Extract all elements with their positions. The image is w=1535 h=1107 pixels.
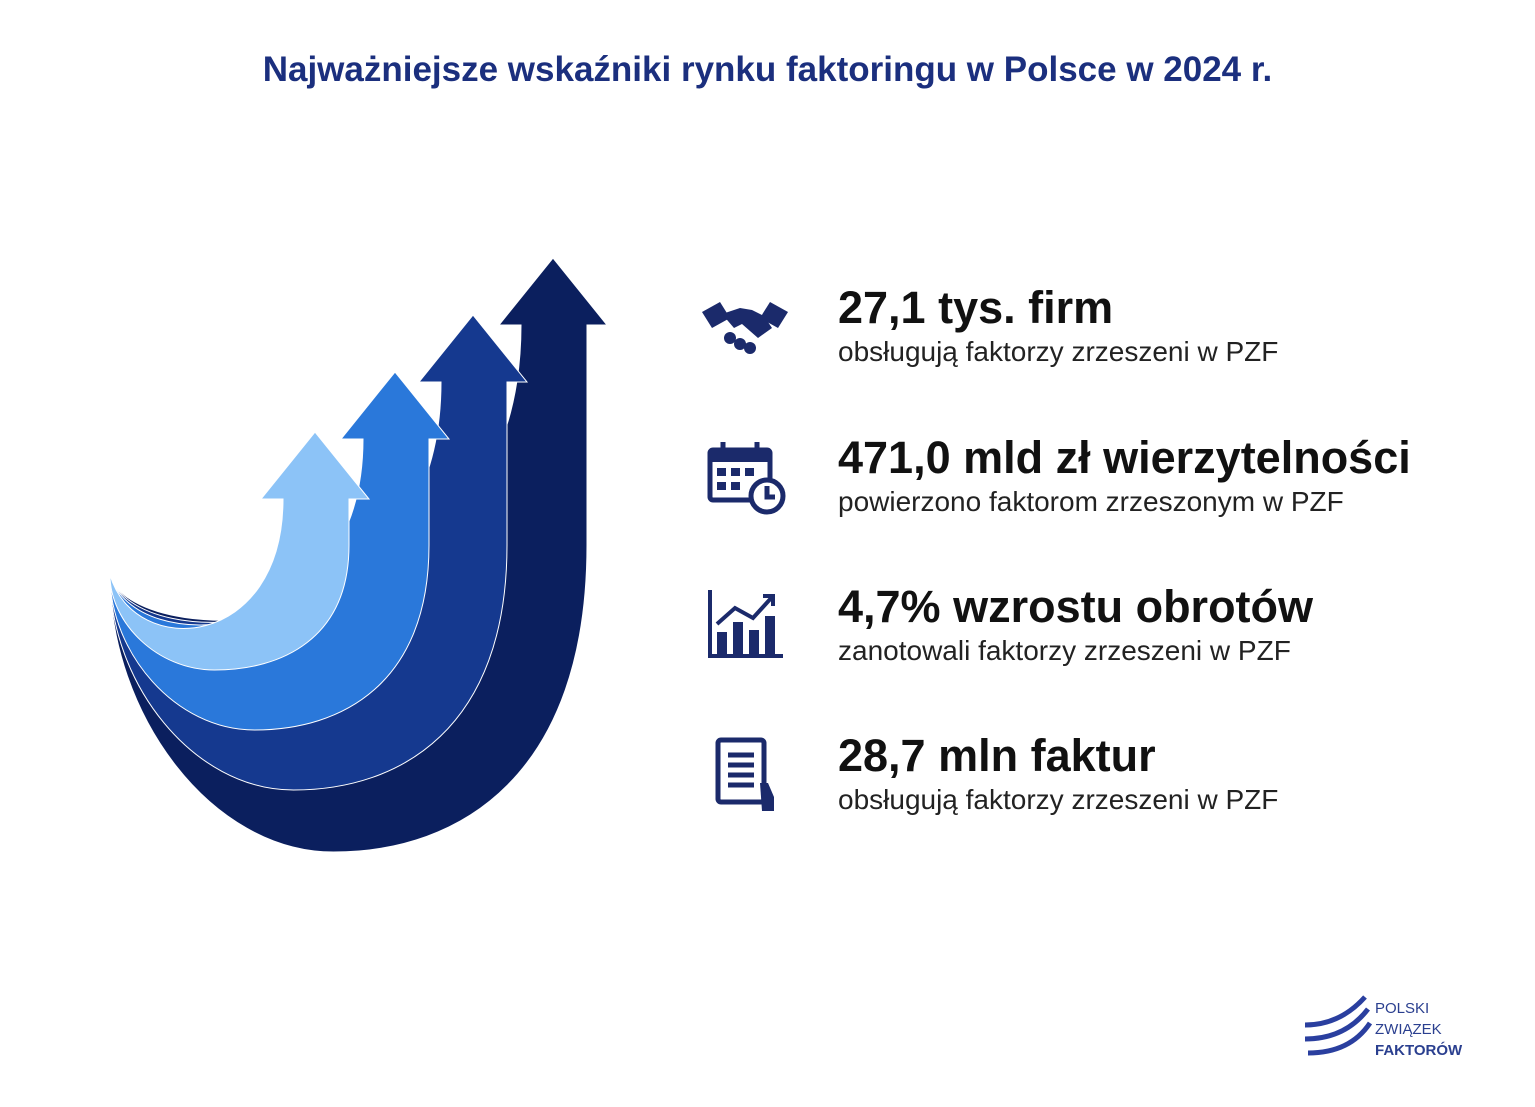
logo-line: ZWIĄZEK <box>1375 1021 1442 1038</box>
stat-description: zanotowali faktorzy zrzeszeni w PZF <box>838 635 1291 666</box>
stat-description: obsługują faktorzy zrzeszeni w PZF <box>838 336 1279 367</box>
handshake-icon <box>702 302 788 354</box>
title: Najważniejsze wskaźniki rynku faktoringu… <box>262 50 1273 89</box>
chart-icon <box>708 590 783 658</box>
stat-description: obsługują faktorzy zrzeszeni w PZF <box>838 784 1279 815</box>
logo-line: POLSKI <box>1375 1000 1430 1017</box>
logo-mark <box>1304 995 1373 1056</box>
stat: 471,0 mld zł wierzytelności powierzono f… <box>838 432 1411 520</box>
stat-headline: 28,7 mln faktur <box>838 730 1156 781</box>
logo-text: POLSKI ZWIĄZEK FAKTORÓW <box>1375 998 1462 1061</box>
calendar-icon <box>707 442 786 515</box>
logo-line: FAKTORÓW <box>1375 1042 1463 1059</box>
growth-arrows <box>109 257 609 853</box>
stat-headline: 471,0 mld zł wierzytelności <box>838 432 1411 483</box>
stat-description: powierzono faktorom zrzeszonym w PZF <box>838 486 1344 517</box>
invoice-icon <box>715 737 774 811</box>
arrow-shape <box>109 431 371 671</box>
stat: 27,1 tys. firm obsługują faktorzy zrzesz… <box>838 282 1278 370</box>
stat: 4,7% wzrostu obrotów zanotowali faktorzy… <box>838 581 1313 669</box>
stat: 28,7 mln faktur obsługują faktorzy zrzes… <box>838 730 1278 818</box>
stat-headline: 27,1 tys. firm <box>838 282 1114 333</box>
stat-headline: 4,7% wzrostu obrotów <box>838 581 1314 632</box>
